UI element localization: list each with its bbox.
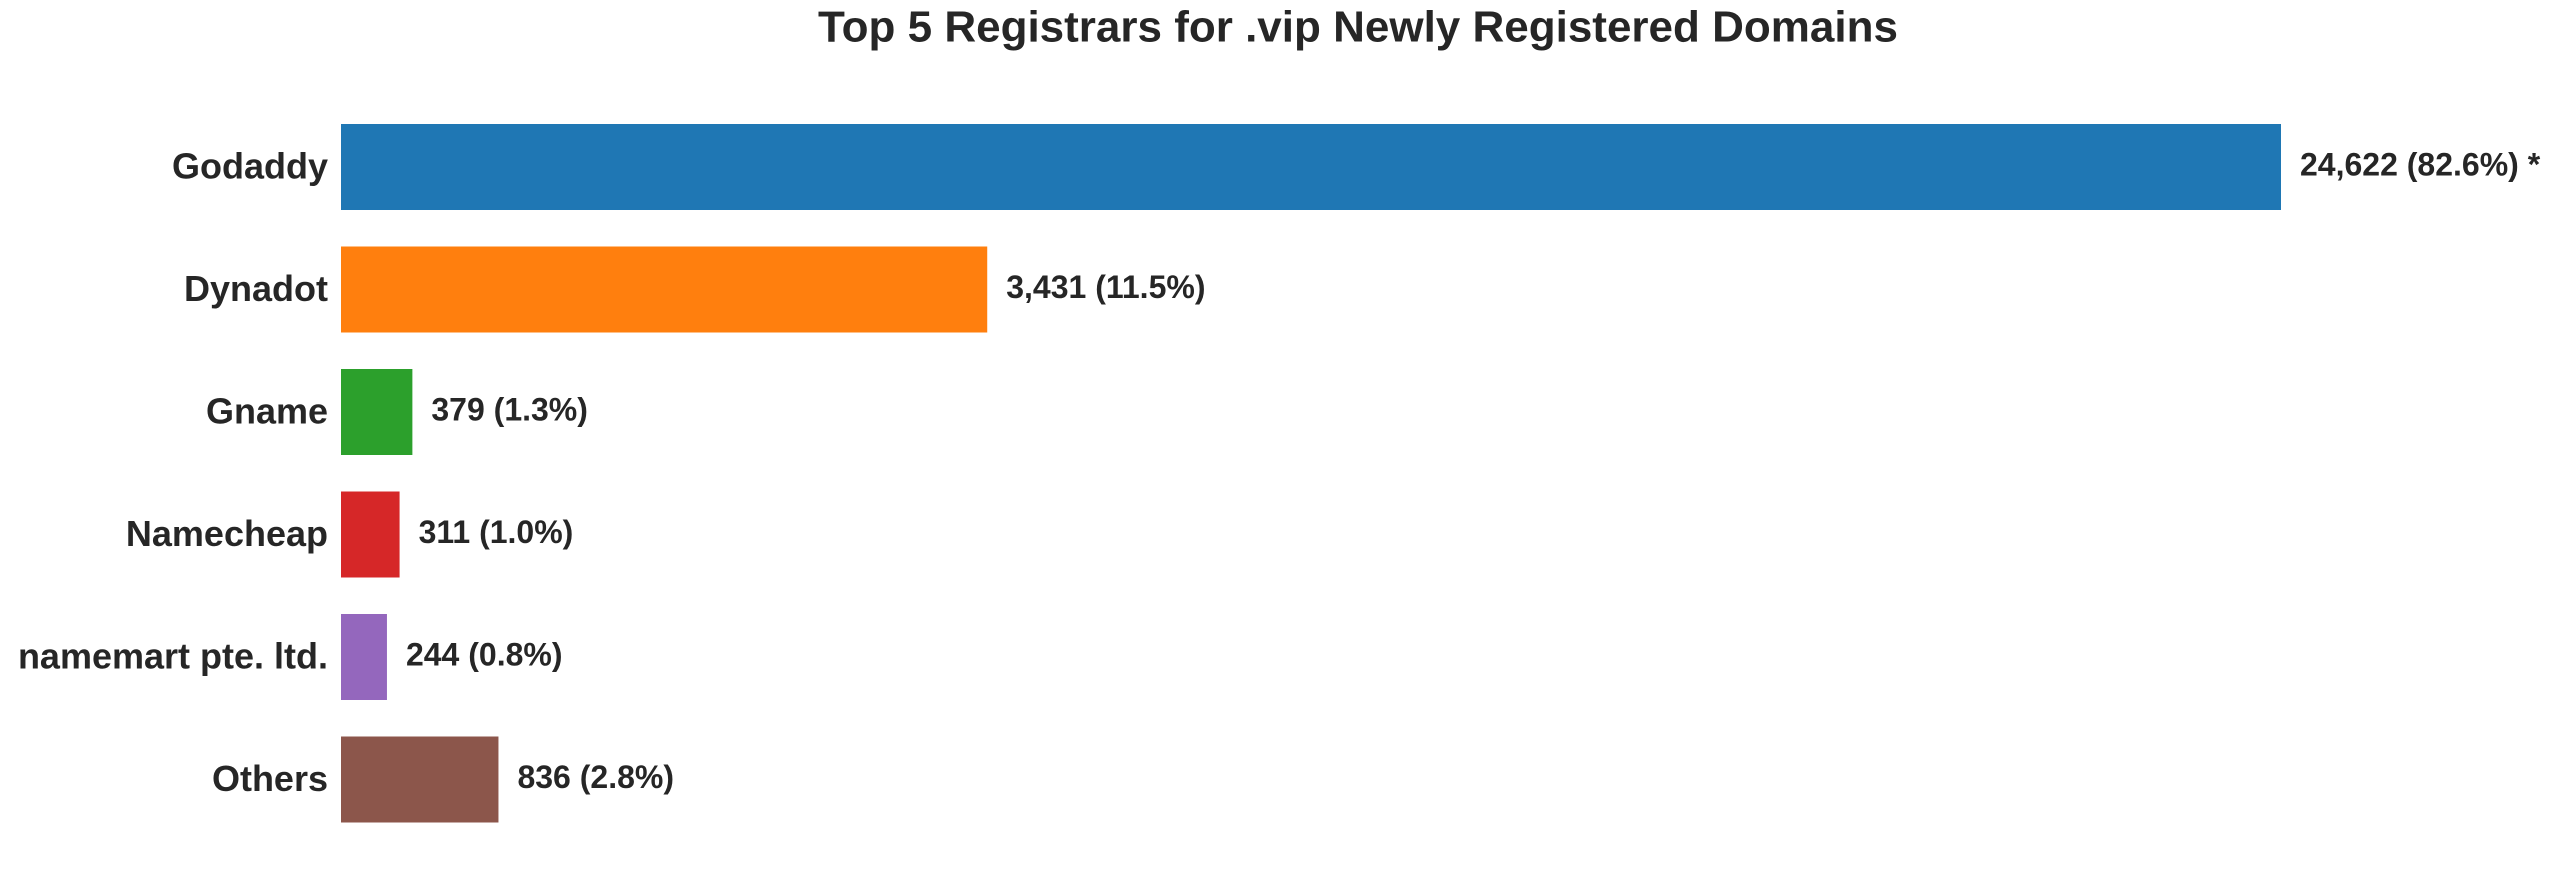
plot-area — [341, 124, 2281, 823]
y-tick-label: namemart pte. ltd. — [18, 636, 328, 677]
y-tick-label: Godaddy — [172, 146, 328, 187]
y-tick-label: Dynadot — [184, 268, 328, 309]
bar — [341, 736, 499, 823]
y-tick-label: Others — [212, 758, 328, 799]
value-label: 379 (1.3%) — [431, 391, 588, 427]
y-tick-label: Gname — [206, 391, 328, 432]
bar — [341, 124, 2281, 210]
value-label: 24,622 (82.6%) * — [2300, 146, 2541, 182]
bar — [341, 246, 988, 333]
bar — [341, 614, 387, 700]
value-label: 836 (2.8%) — [517, 759, 674, 795]
value-label: 311 (1.0%) — [419, 514, 574, 550]
chart-title: Top 5 Registrars for .vip Newly Register… — [818, 3, 1898, 52]
value-label: 3,431 (11.5%) — [1006, 269, 1205, 305]
y-tick-label: Namecheap — [126, 513, 328, 554]
value-label: 244 (0.8%) — [406, 636, 563, 672]
bar — [341, 491, 400, 578]
bar — [341, 369, 413, 455]
